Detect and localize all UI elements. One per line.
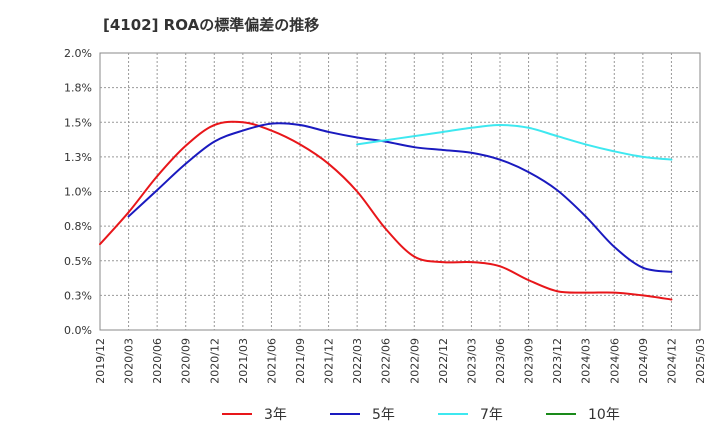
x-tick-label: 2021/06 (265, 338, 278, 384)
y-tick-label: 1.5% (64, 116, 92, 129)
legend-label-2: 5年 (372, 407, 395, 423)
series-lines (99, 120, 673, 301)
series-line-3 (356, 124, 673, 161)
y-tick-label: 0.0% (64, 324, 92, 337)
x-tick-label: 2022/03 (351, 338, 364, 384)
x-axis-ticks: 2019/12 2020/03 2020/06 2020/09 2020/12 2021/… (94, 338, 707, 384)
y-tick-label: 0.5% (64, 255, 92, 268)
y-tick-label: 2.0% (64, 47, 92, 60)
y-tick-label: 1.3% (64, 151, 92, 164)
x-tick-label: 2025/03 (694, 338, 707, 384)
chart-title: [4102] ROAの標準偏差の推移 (103, 16, 320, 34)
x-tick-label: 2021/12 (323, 338, 336, 384)
x-tick-label: 2020/09 (180, 338, 193, 384)
x-tick-label: 2021/03 (237, 338, 250, 384)
legend-label-3: 7年 (480, 407, 503, 423)
x-tick-label: 2020/12 (208, 338, 221, 384)
x-tick-label: 2020/06 (151, 338, 164, 384)
y-tick-label: 1.8% (64, 82, 92, 95)
x-tick-label: 2021/09 (294, 338, 307, 384)
x-tick-label: 2022/12 (437, 338, 450, 384)
x-tick-label: 2024/12 (665, 338, 678, 384)
x-tick-label: 2023/03 (465, 338, 478, 384)
grid (100, 53, 700, 330)
series-line-2 (127, 122, 673, 273)
legend-label-4: 10年 (588, 407, 620, 423)
legend-label-1: 3年 (264, 407, 287, 423)
x-tick-label: 2023/06 (494, 338, 507, 384)
x-tick-label: 2019/12 (94, 338, 107, 384)
x-tick-label: 2024/03 (580, 338, 593, 384)
x-tick-label: 2022/06 (380, 338, 393, 384)
y-tick-label: 0.3% (64, 289, 92, 302)
series-line-1 (99, 120, 673, 301)
x-tick-label: 2023/09 (523, 338, 536, 384)
y-axis-ticks: 0.0% 0.3% 0.5% 0.8% 1.0% 1.3% 1.5% 1.8% 2.0% (64, 47, 92, 337)
legend: 3年 5年 7年 10年 (222, 407, 620, 423)
y-tick-label: 0.8% (64, 220, 92, 233)
y-tick-label: 1.0% (64, 186, 92, 199)
x-tick-label: 2024/06 (608, 338, 621, 384)
x-tick-label: 2020/03 (123, 338, 136, 384)
x-tick-label: 2024/09 (637, 338, 650, 384)
x-tick-label: 2022/09 (408, 338, 421, 384)
x-tick-label: 2023/12 (551, 338, 564, 384)
